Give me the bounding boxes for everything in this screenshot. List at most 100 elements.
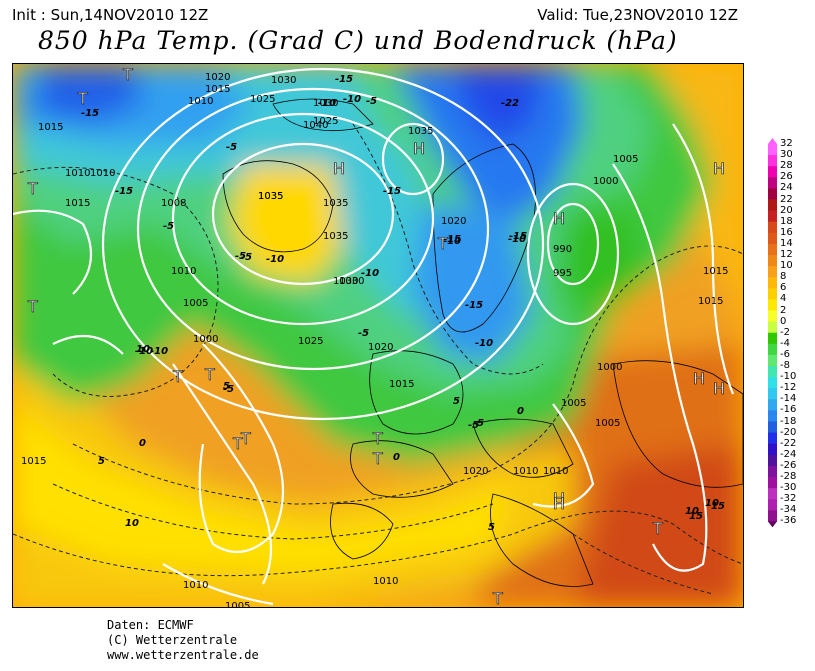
isotherm-label: -5 — [366, 96, 377, 107]
isotherm-label: -5 — [223, 384, 234, 395]
legend-swatch — [768, 310, 777, 323]
legend-swatch — [768, 499, 777, 511]
isobar-label: 1015 — [38, 122, 63, 133]
isobar-label: 1015 — [65, 198, 90, 209]
isobar-label: 1015 — [389, 379, 414, 390]
legend-swatch — [768, 443, 777, 456]
legend-swatch — [768, 399, 777, 411]
isobar-label: 1035 — [323, 198, 348, 209]
isotherm-label: 5 — [223, 381, 230, 392]
legend-colorbar — [768, 138, 777, 528]
temperature-labels: -15-15-10 -10-5-5-10-5-10-5-15-22-15-15-1… — [81, 74, 725, 533]
legend-label: -32 — [780, 493, 797, 505]
legend-label: 20 — [780, 204, 793, 216]
legend-swatch — [768, 277, 777, 289]
isotherm-label: -5 — [226, 142, 237, 153]
isotherm-label: 5 — [98, 456, 105, 467]
isotherm-label: -10 — [343, 94, 361, 105]
legend-label: -10 — [780, 371, 797, 383]
isotherm-label: 10 — [705, 498, 719, 509]
isotherm-label: -15 — [465, 300, 483, 311]
legend-label: 12 — [780, 249, 793, 260]
isotherm-label: -10 — [475, 338, 493, 349]
isobar-label: 1000 — [193, 334, 218, 345]
pressure-center-marker: T — [492, 589, 503, 607]
isotherms — [13, 123, 743, 595]
isotherm-label: -10 — [361, 268, 379, 279]
isotherm-label: 10 — [685, 506, 699, 517]
isobar-label: 1020 — [463, 466, 488, 477]
legend-swatch — [768, 210, 777, 223]
pressure-center-marker: T — [27, 297, 38, 316]
isobar-label: 1015 — [205, 84, 230, 95]
isotherm-label: 10 — [125, 518, 139, 529]
isotherm-label: -15 — [335, 74, 353, 85]
isobar-label: 1020 — [205, 72, 230, 83]
isobar-label: 1015 — [703, 266, 728, 277]
legend-label: -34 — [780, 504, 797, 516]
legend-label: -22 — [780, 437, 797, 449]
legend-swatch — [768, 421, 777, 434]
isobar-label: 1010 — [183, 580, 208, 591]
legend-label: 8 — [780, 271, 787, 283]
credit-copyright: (C) Wetterzentrale — [107, 633, 238, 647]
isotherm-label: 0 — [139, 438, 146, 449]
isotherm-label: -15 — [383, 186, 401, 197]
legend-label: 16 — [780, 226, 793, 238]
legend-swatch — [768, 488, 777, 500]
pressure-center-marker: T — [172, 367, 183, 386]
legend-swatch — [768, 188, 777, 200]
isotherm-label: -5 — [235, 251, 246, 262]
isotherm-label: -10 — [266, 254, 284, 265]
legend-swatch — [768, 243, 777, 256]
isotherm-label: 0 — [393, 452, 400, 463]
legend-swatch — [768, 288, 777, 300]
legend-label: 30 — [780, 149, 793, 161]
legend-label: 24 — [780, 182, 793, 194]
legend-label: -6 — [780, 348, 790, 360]
legend-swatch — [768, 454, 777, 467]
isotherm-label: -10 — [508, 234, 526, 245]
legend-swatch — [768, 221, 777, 234]
legend-top-arrow — [768, 138, 777, 144]
legend-label: -36 — [780, 515, 797, 527]
legend-swatch — [768, 432, 777, 445]
coastlines — [222, 98, 743, 587]
isotherm-label: -5 — [473, 418, 484, 429]
isobar-label: 1030 — [313, 98, 338, 109]
legend-label: 26 — [780, 171, 793, 183]
isobar-label: 1015 — [698, 296, 723, 307]
legend-swatch — [768, 144, 777, 156]
legend-label: -24 — [780, 448, 797, 460]
legend-label: -20 — [780, 426, 797, 438]
isobar-label: 1035 — [408, 126, 433, 137]
isobars — [13, 67, 735, 606]
temperature-field — [13, 64, 743, 607]
pressure-center-marker: T — [240, 429, 251, 448]
pressure-center-marker: H — [713, 159, 725, 178]
isobar-label: 1000 — [597, 362, 622, 373]
isotherm-label: 10 — [136, 344, 150, 355]
pressure-center-marker: T — [372, 429, 383, 448]
legend-swatch — [768, 343, 777, 356]
pressure-center-marker: T — [77, 89, 88, 108]
legend-label: 32 — [780, 138, 793, 149]
legend-label: -16 — [780, 404, 797, 416]
legend-swatch — [768, 199, 777, 212]
isobar-label: 1025 — [298, 336, 323, 347]
pressure-center-marker: H — [333, 159, 345, 178]
isobar-label: 1010 — [543, 466, 568, 477]
isobar-label: 1035 — [258, 191, 283, 202]
isotherm-label: -10 — [443, 236, 461, 247]
legend-swatch — [768, 366, 777, 378]
legend-swatch — [768, 510, 777, 522]
legend-label: 10 — [780, 260, 793, 272]
legend-swatch — [768, 410, 777, 422]
isobar-label: 1035 — [323, 231, 348, 242]
isotherm-label: -5 — [163, 221, 174, 232]
pressure-center-marker: T — [437, 234, 448, 253]
legend-label: -30 — [780, 482, 797, 494]
isobar-label: 1005 — [595, 418, 620, 429]
weather-map: 1020 1015 1010 1025 1030 1030 1040 1035 1015 1010… — [12, 63, 744, 608]
isotherm-label: -15 — [509, 231, 527, 242]
